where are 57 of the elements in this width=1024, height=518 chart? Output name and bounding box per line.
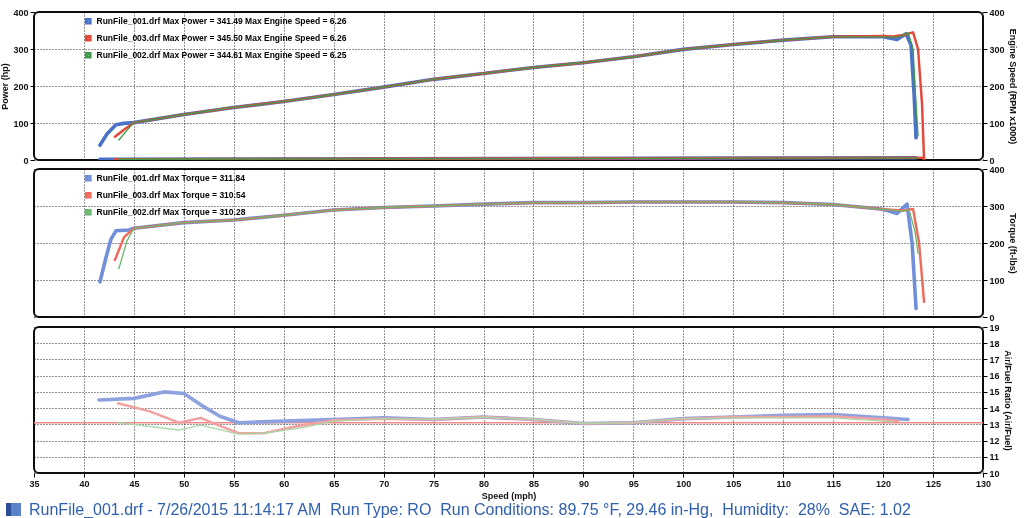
legend-label: RunFile_001.drf Max Power = 341.49 Max Engine Speed = 6.26 [96,16,347,27]
x-tick-label: 120 [876,478,892,489]
x-tick-label: 110 [776,478,791,489]
legend-label: RunFile_003.drf Max Power = 345.50 Max Engine Speed = 6.26 [96,33,347,44]
legend-label: RunFile_002.drf Max Torque = 310.28 [96,207,246,218]
x-tick-label: 55 [229,478,240,489]
x-tick-label: 105 [726,478,742,489]
y2-tick-label: 11 [989,452,1000,463]
legend-label: RunFile_003.drf Max Torque = 310.54 [96,190,246,201]
x-tick-label: 40 [79,478,90,489]
y2-tick-label: 200 [989,81,1005,92]
y2-tick-label: 200 [989,238,1005,249]
x-tick-label: 50 [179,478,190,489]
y2-tick-label: 17 [989,354,1000,365]
y2-tick-label: 16 [989,371,1000,382]
x-tick-label: 115 [826,478,841,489]
y2-tick-label: 19 [989,322,1000,333]
x-tick-label: 85 [528,478,539,489]
y2-tick-label: 13 [989,419,1000,430]
y-tick-label: 0 [23,155,29,166]
legend-label: RunFile_001.drf Max Torque = 311.84 [96,173,246,184]
y-tick-label: 400 [13,7,29,18]
x-tick-label: 65 [329,478,340,489]
y2-tick-label: 300 [989,44,1005,55]
x-tick-label: 45 [129,478,140,489]
x-tick-label: 70 [379,478,390,489]
y2-tick-label: 400 [989,164,1005,175]
x-axis-title: Speed (mph) [481,490,537,501]
y2-tick-label: 0 [989,155,995,166]
y2-axis-title: Torque (ft-lbs) [1007,213,1018,274]
y2-tick-label: 15 [989,387,1000,398]
text: RunFile_001.drf - 7/26/2015 11:14:17 AM Run Type: RO Run Conditions: 89.75 °F, 29.46 in-Hg, Humidity: 28% SAE: 1.02 [29,501,911,518]
y2-tick-label: 100 [989,118,1005,129]
x-tick-label: 75 [429,478,440,489]
x-tick-label: 95 [628,478,639,489]
y2-tick-label: 0 [989,312,995,323]
x-tick-label: 100 [676,478,692,489]
y2-tick-label: 400 [989,7,1005,18]
y-tick-label: 200 [13,81,29,92]
y-tick-label: 100 [13,118,29,129]
y2-tick-label: 10 [989,468,1000,479]
x-tick-label: 90 [578,478,589,489]
y2-tick-label: 14 [989,403,1000,414]
y2-tick-label: 100 [989,275,1005,286]
x-tick-label: 35 [29,478,40,489]
y2-tick-label: 300 [989,201,1005,212]
x-tick-label: 130 [975,478,992,489]
y-axis-title: Power (hp) [0,63,11,110]
y2-axis-title: Air/Fuel Ratio (Air/Fuel) [1002,350,1013,451]
y-tick-label: 300 [13,44,29,55]
y2-tick-label: 18 [989,338,1000,349]
legend-label: RunFile_002.drf Max Power = 344.61 Max Engine Speed = 6.25 [96,50,347,61]
x-tick-label: 60 [279,478,290,489]
y2-tick-label: 12 [989,436,1000,447]
x-tick-label: 80 [479,478,490,489]
y2-axis-title: Engine Speed (RPM x1000) [1007,28,1018,145]
x-tick-label: 125 [926,478,942,489]
